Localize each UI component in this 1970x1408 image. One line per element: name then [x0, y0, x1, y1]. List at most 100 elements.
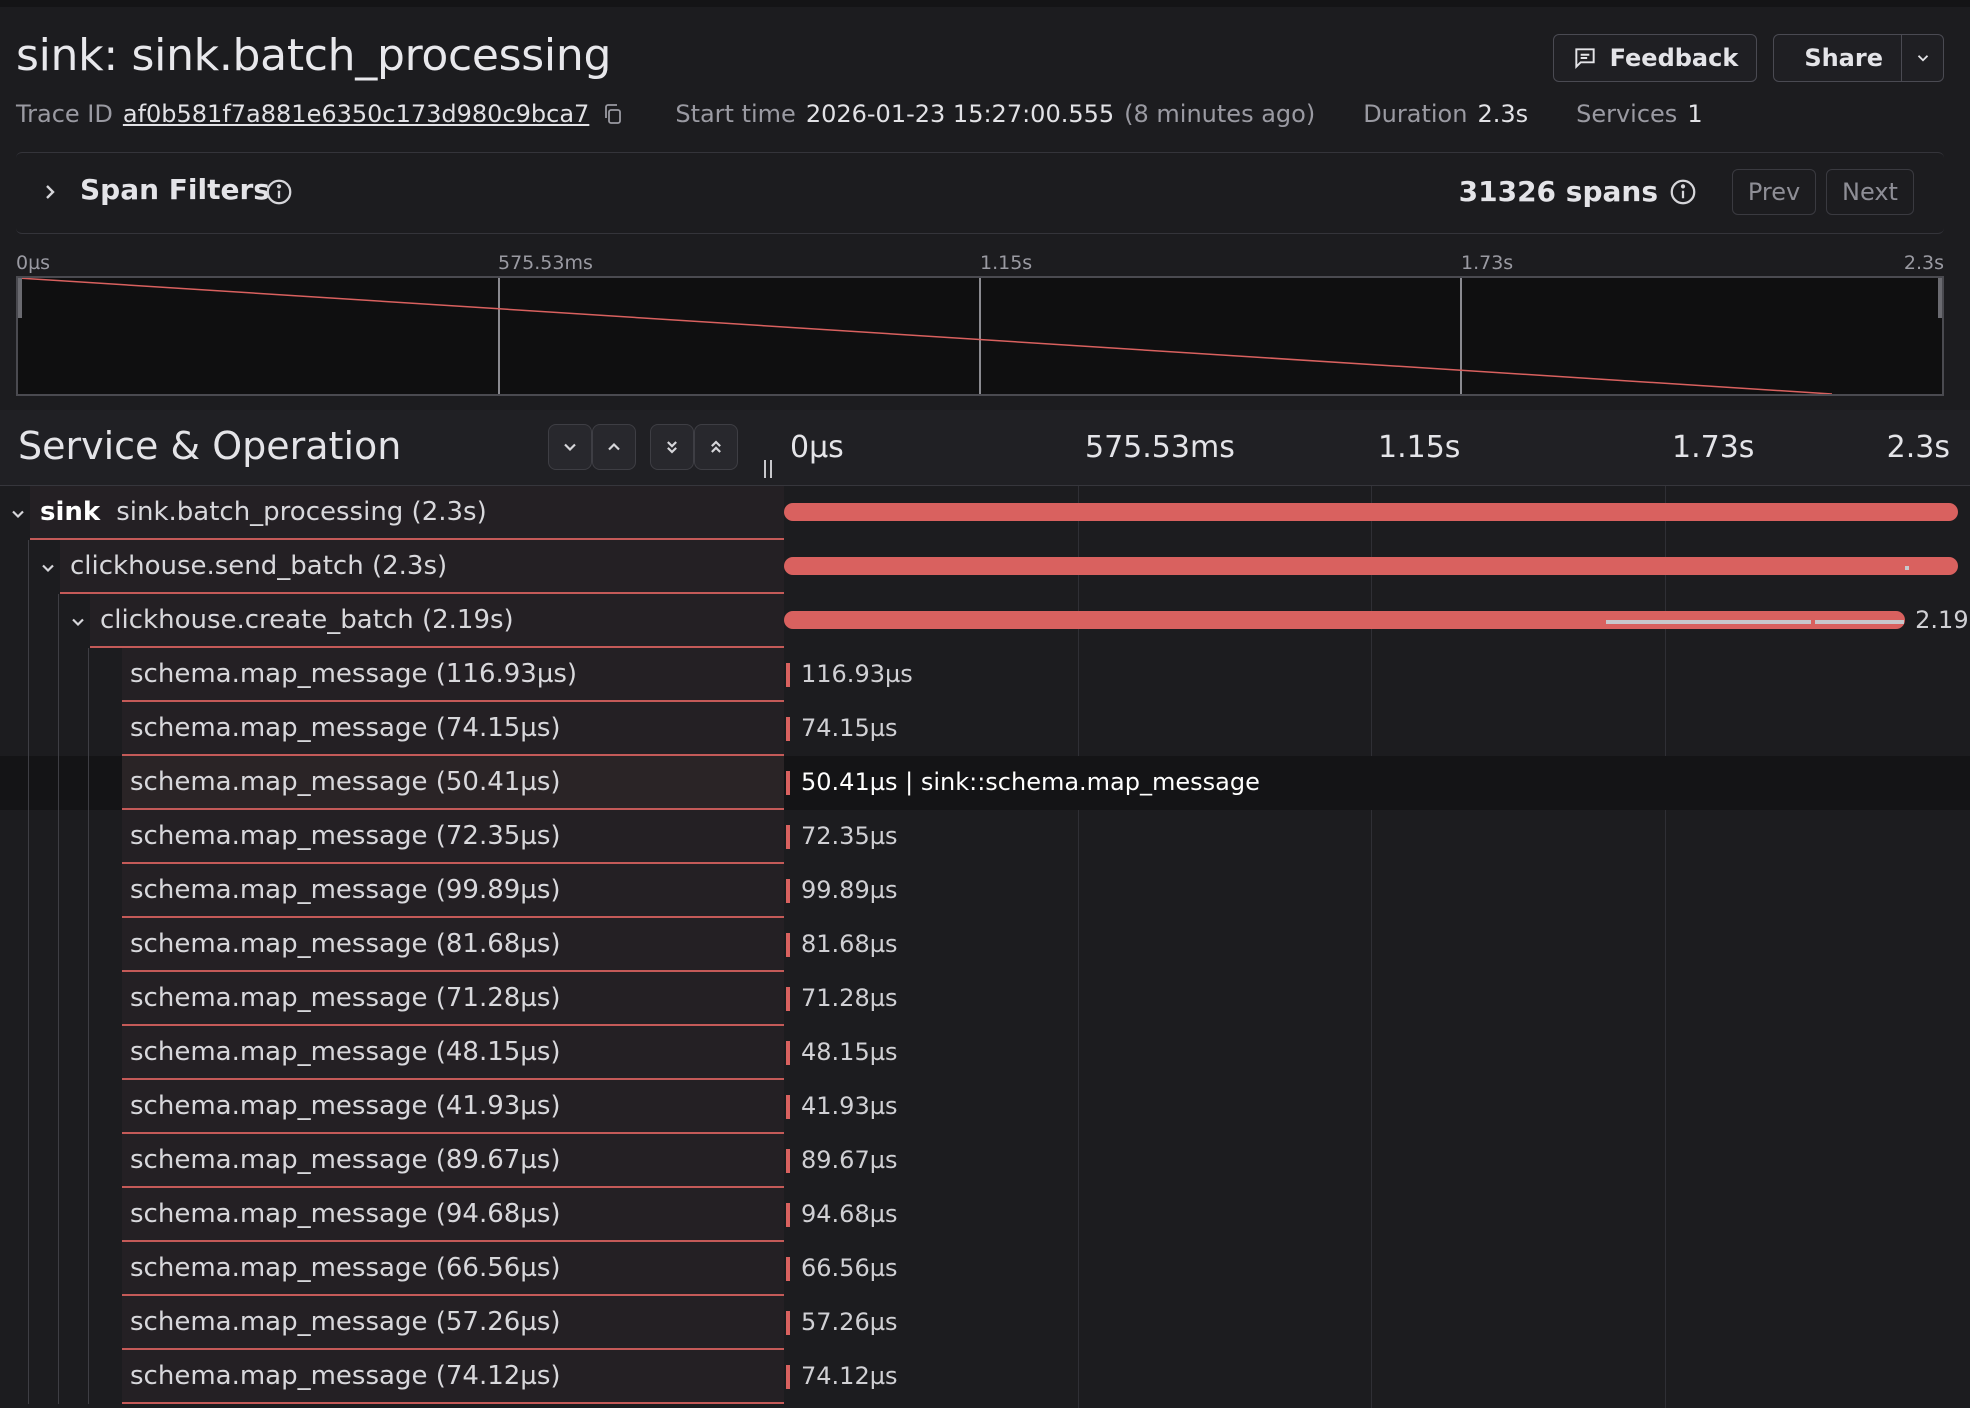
span-name-cell[interactable]: schema.map_message (57.26µs): [122, 1296, 784, 1350]
span-bar[interactable]: [784, 611, 1906, 629]
indent-guide: [58, 810, 59, 864]
span-name-cell[interactable]: schema.map_message (71.28µs): [122, 972, 784, 1026]
span-bar[interactable]: [786, 771, 790, 795]
span-bar[interactable]: [786, 1095, 790, 1119]
minimap-handle-right[interactable]: [1938, 278, 1942, 318]
span-bar[interactable]: [786, 879, 790, 903]
span-name-cell[interactable]: schema.map_message (116.93µs): [122, 648, 784, 702]
next-button[interactable]: Next: [1826, 169, 1914, 215]
indent-guide: [88, 648, 89, 702]
span-duration-label: 99.89µs: [801, 876, 898, 904]
info-icon[interactable]: [264, 177, 294, 207]
span-name-cell[interactable]: schema.map_message (94.68µs): [122, 1188, 784, 1242]
span-bar[interactable]: [786, 825, 790, 849]
feedback-button[interactable]: Feedback: [1552, 34, 1758, 82]
span-bar[interactable]: [786, 1365, 790, 1389]
duration-label: Duration: [1363, 100, 1468, 128]
span-row[interactable]: schema.map_message (81.68µs) 81.68µs: [0, 918, 1970, 972]
span-row[interactable]: schema.map_message (99.89µs) 99.89µs: [0, 864, 1970, 918]
span-row[interactable]: schema.map_message (71.28µs) 71.28µs: [0, 972, 1970, 1026]
operation-name: schema.map_message (57.26µs): [130, 1307, 561, 1337]
span-name-cell[interactable]: sink sink.batch_processing (2.3s): [30, 486, 784, 540]
span-bar[interactable]: [786, 1041, 790, 1065]
indent-guide: [28, 918, 29, 972]
minimap-handle-left[interactable]: [18, 278, 22, 318]
info-icon[interactable]: [1668, 177, 1698, 207]
child-span-overlay: [1605, 620, 1812, 624]
span-bar[interactable]: [786, 933, 790, 957]
services-label: Services: [1576, 100, 1678, 128]
span-name-cell[interactable]: schema.map_message (74.15µs): [122, 702, 784, 756]
collapse-one-button[interactable]: [592, 424, 636, 470]
span-duration-label: 74.12µs: [801, 1362, 898, 1390]
span-row[interactable]: schema.map_message (48.15µs) 48.15µs: [0, 1026, 1970, 1080]
column-resize-handle[interactable]: [762, 460, 774, 478]
span-name-cell[interactable]: schema.map_message (66.56µs): [122, 1242, 784, 1296]
indent-guide: [28, 594, 29, 648]
span-row[interactable]: schema.map_message (94.68µs) 94.68µs: [0, 1188, 1970, 1242]
expand-one-button[interactable]: [548, 424, 592, 470]
trace-minimap[interactable]: [16, 276, 1944, 396]
expand-all-button[interactable]: [650, 424, 694, 470]
share-button[interactable]: Share: [1774, 35, 1901, 81]
comment-icon: [1574, 48, 1595, 70]
span-name-cell[interactable]: schema.map_message (41.93µs): [122, 1080, 784, 1134]
span-filters-toggle[interactable]: Span Filters: [80, 173, 270, 206]
indent-guide: [88, 1080, 89, 1134]
span-name-cell[interactable]: schema.map_message (50.41µs): [122, 756, 784, 810]
span-duration-label: 81.68µs: [801, 930, 898, 958]
span-row[interactable]: schema.map_message (89.67µs) 89.67µs: [0, 1134, 1970, 1188]
span-bar[interactable]: [786, 1149, 790, 1173]
span-row[interactable]: schema.map_message (41.93µs) 41.93µs: [0, 1080, 1970, 1134]
indent-guide: [28, 1350, 29, 1404]
top-strip: [0, 0, 1970, 7]
span-row[interactable]: sink sink.batch_processing (2.3s): [0, 486, 1970, 540]
span-name-cell[interactable]: schema.map_message (81.68µs): [122, 918, 784, 972]
span-row[interactable]: schema.map_message (74.15µs) 74.15µs: [0, 702, 1970, 756]
indent-guide: [88, 864, 89, 918]
chevron-down-icon[interactable]: [8, 504, 28, 524]
span-name-cell[interactable]: clickhouse.send_batch (2.3s): [60, 540, 784, 594]
indent-guide: [28, 1134, 29, 1188]
trace-id-label: Trace ID: [16, 100, 113, 128]
span-row[interactable]: schema.map_message (50.41µs) 50.41µs | si…: [0, 756, 1970, 810]
span-bar[interactable]: [784, 557, 1958, 575]
span-row[interactable]: schema.map_message (116.93µs) 116.93µs: [0, 648, 1970, 702]
span-row[interactable]: schema.map_message (66.56µs) 66.56µs: [0, 1242, 1970, 1296]
collapse-all-button[interactable]: [694, 424, 738, 470]
chevron-down-icon[interactable]: [68, 612, 88, 632]
share-menu-button[interactable]: [1901, 35, 1943, 81]
span-bar[interactable]: [786, 1203, 790, 1227]
chevron-down-icon[interactable]: [38, 558, 58, 578]
child-span-overlay: [1814, 620, 1904, 624]
span-name-cell[interactable]: schema.map_message (99.89µs): [122, 864, 784, 918]
chevron-down-icon: [564, 443, 576, 452]
minimap-axis-label: 1.15s: [980, 252, 1033, 274]
chevron-right-icon[interactable]: [38, 177, 62, 207]
prev-button[interactable]: Prev: [1732, 169, 1816, 215]
chevrons-up-icon: [711, 440, 721, 453]
operation-name: schema.map_message (81.68µs): [130, 929, 561, 959]
span-bar[interactable]: [786, 1257, 790, 1281]
span-bar[interactable]: [784, 503, 1958, 521]
span-bar[interactable]: [786, 1311, 790, 1335]
trace-id-link[interactable]: af0b581f7a881e6350c173d980c9bca7: [122, 100, 590, 128]
span-row[interactable]: schema.map_message (57.26µs) 57.26µs: [0, 1296, 1970, 1350]
indent-guide: [28, 540, 29, 594]
span-name-cell[interactable]: clickhouse.create_batch (2.19s): [90, 594, 784, 648]
span-row[interactable]: clickhouse.create_batch (2.19s) 2.19: [0, 594, 1970, 648]
span-row[interactable]: clickhouse.send_batch (2.3s): [0, 540, 1970, 594]
span-row[interactable]: schema.map_message (74.12µs) 74.12µs: [0, 1350, 1970, 1404]
copy-icon[interactable]: [601, 102, 625, 126]
span-name-cell[interactable]: schema.map_message (74.12µs): [122, 1350, 784, 1404]
span-bar[interactable]: [786, 663, 790, 687]
span-name-cell[interactable]: schema.map_message (72.35µs): [122, 810, 784, 864]
span-bar[interactable]: [786, 717, 790, 741]
span-name-cell[interactable]: schema.map_message (48.15µs): [122, 1026, 784, 1080]
span-name-cell[interactable]: schema.map_message (89.67µs): [122, 1134, 784, 1188]
span-row[interactable]: schema.map_message (72.35µs) 72.35µs: [0, 810, 1970, 864]
services-value: 1: [1687, 100, 1703, 128]
indent-guide: [88, 1134, 89, 1188]
minimap-span-trend: [17, 277, 1833, 395]
span-bar[interactable]: [786, 987, 790, 1011]
